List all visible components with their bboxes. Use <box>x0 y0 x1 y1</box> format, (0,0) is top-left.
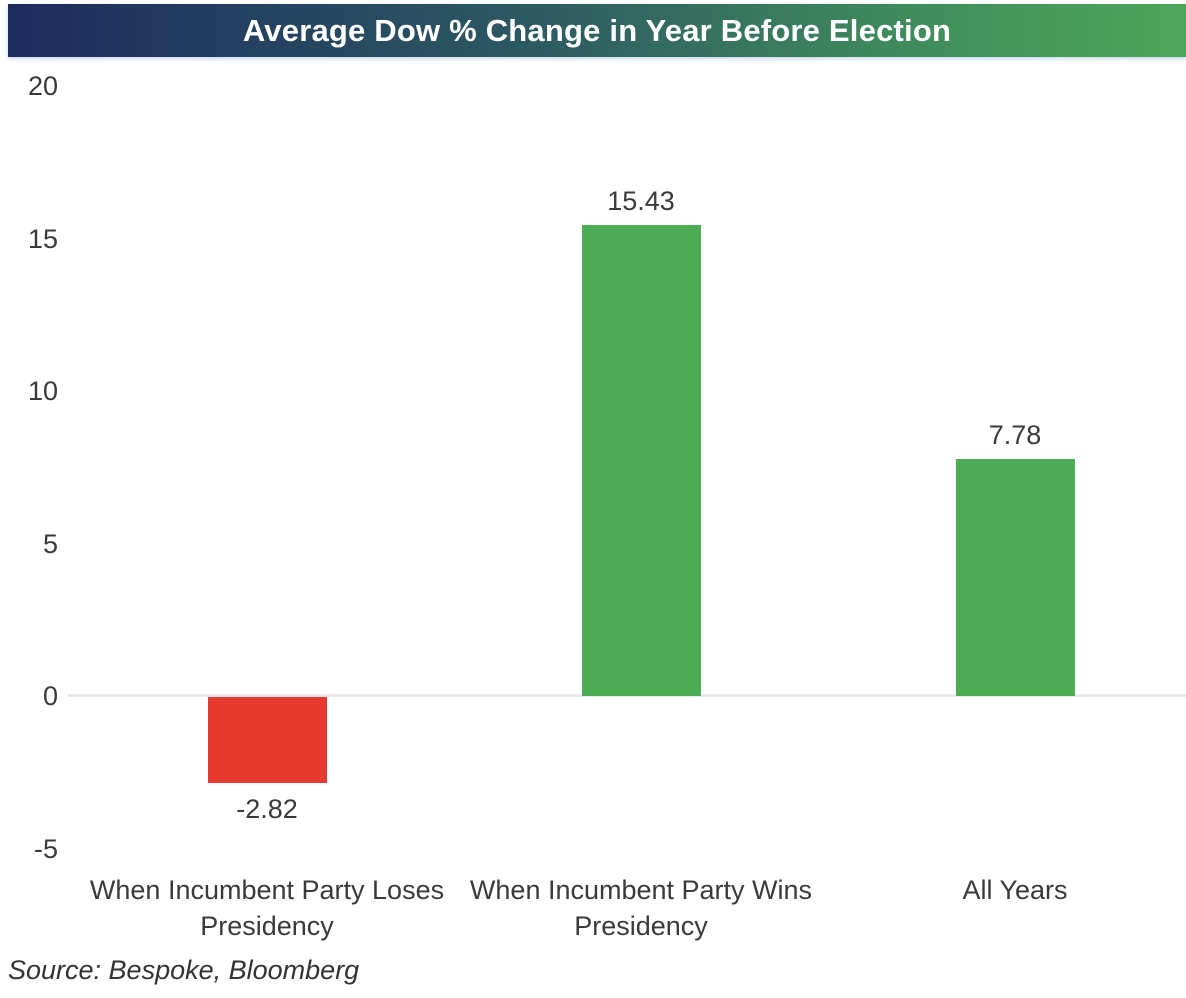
category-label-incumbent-loses: When Incumbent Party Loses Presidency <box>89 875 445 941</box>
chart-title-banner: Average Dow % Change in Year Before Elec… <box>8 4 1186 57</box>
source-note: Source: Bespoke, Bloomberg <box>8 955 360 985</box>
bar-all-years <box>955 458 1075 696</box>
bar-incumbent-loses <box>207 697 327 783</box>
y-tick-20: 20 <box>27 71 58 101</box>
bar-incumbent-wins <box>581 225 701 696</box>
category-label-incumbent-wins: When Incumbent Party Wins Presidency <box>469 875 813 941</box>
value-label-incumbent-wins: 15.43 <box>607 186 675 217</box>
value-label-incumbent-loses: -2.82 <box>236 794 298 824</box>
category-label-all-years: All Years <box>962 875 1068 905</box>
y-tick-neg5: -5 <box>33 833 58 864</box>
y-tick-0: 0 <box>42 681 58 711</box>
y-tick-5: 5 <box>42 528 58 559</box>
y-tick-15: 15 <box>27 223 58 254</box>
y-tick-10: 10 <box>27 376 58 406</box>
value-label-all-years: 7.78 <box>988 419 1042 450</box>
chart-title: Average Dow % Change in Year Before Elec… <box>242 12 952 48</box>
